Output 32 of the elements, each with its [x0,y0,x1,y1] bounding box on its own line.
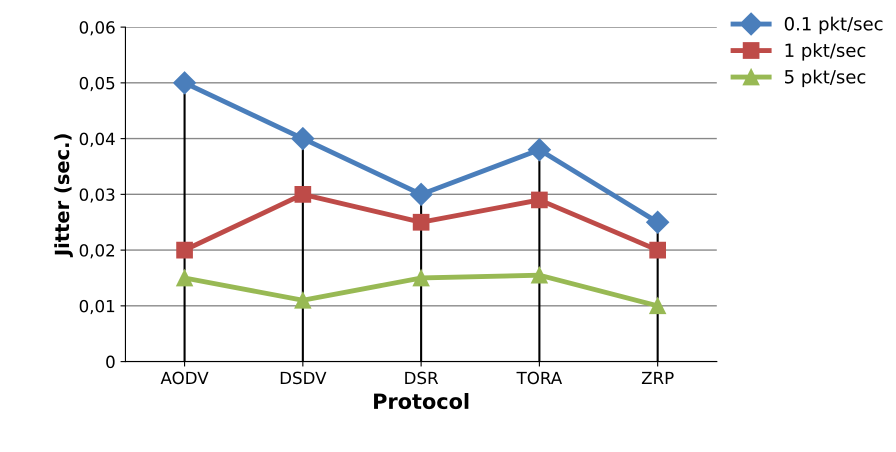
point [410,182,433,206]
y-tick-label: 0,05 [80,76,114,92]
legend-label: 5 pkt/sec [785,70,866,88]
point [176,270,193,286]
point [173,71,196,94]
y-tick-label: 0 [106,356,115,368]
y-tick-label: 0,06 [80,21,115,36]
y-tick-label: 0,04 [80,132,115,147]
point [294,186,312,203]
point [412,270,430,286]
legend-label: 1 pkt/sec [786,43,866,61]
y-axis-title: Jitter (sec.) [54,134,73,258]
point [528,138,551,162]
x-tick-label: DSR [405,372,438,384]
y-tick-label: 0,02 [80,244,114,258]
y-tick-label: 0,03 [80,188,114,203]
x-tick-label: AODV [160,372,209,384]
point [291,127,314,150]
x-tick-label: TORA [516,372,562,384]
point [531,192,548,208]
point [294,292,312,309]
point [412,214,430,231]
point [649,242,666,258]
x-tick-label: ZRP [642,372,674,384]
point [646,210,670,234]
point [176,242,193,258]
y-tick-label: 0,01 [80,300,114,314]
x-tick-label: DSDV [280,372,326,384]
point [531,266,548,284]
legend-label: 0.1 pkt/sec [784,16,882,34]
x-axis-title: Protocol [374,393,468,410]
point [649,298,666,314]
